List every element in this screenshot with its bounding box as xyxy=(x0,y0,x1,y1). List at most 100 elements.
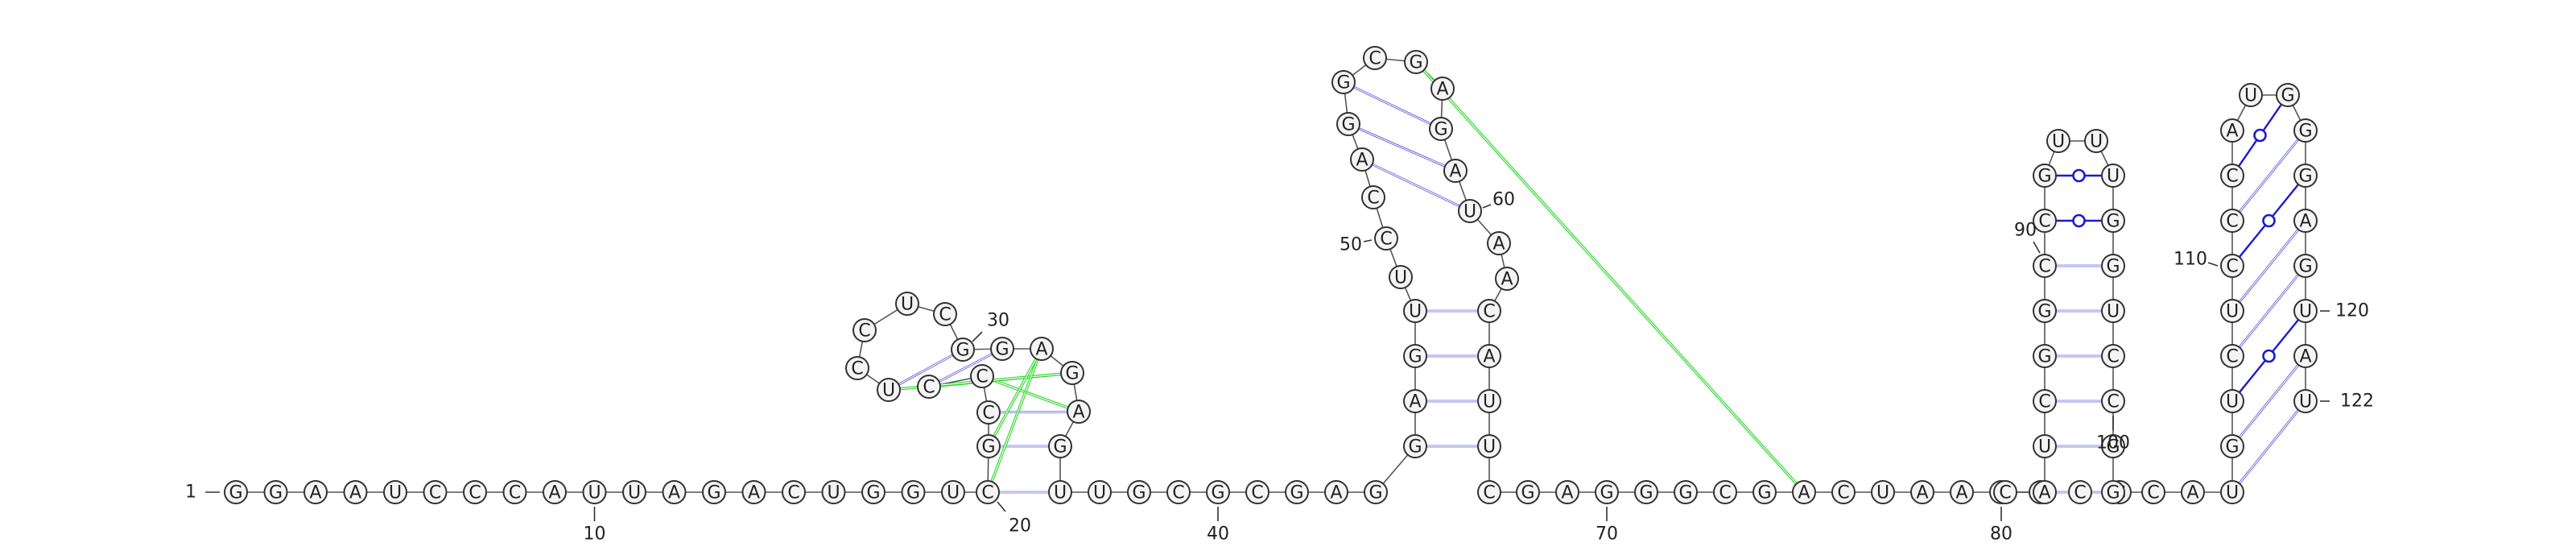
nucleotide: G xyxy=(702,480,726,504)
nucleotide-letter: G xyxy=(1065,364,1079,384)
nucleotide: G xyxy=(1364,480,1388,504)
pos-label-20: 20 xyxy=(1009,516,1031,536)
nucleotide-circle xyxy=(343,480,368,504)
nucleotide-letter: A xyxy=(2186,483,2198,503)
nucleotide-circle xyxy=(1403,299,1427,323)
nucleotide: C xyxy=(933,302,957,326)
nucleotide-circle xyxy=(1477,480,1501,504)
nucleotide-circle xyxy=(1336,112,1360,136)
nucleotide-circle xyxy=(895,292,919,316)
canonical-pair-inner xyxy=(1348,123,1456,172)
nucleotide-circle xyxy=(463,480,487,504)
nucleotide-letter: C xyxy=(2226,257,2238,277)
wobble-pair-marker xyxy=(2262,213,2276,228)
nucleotide-letter: C xyxy=(1483,302,1495,322)
nucleotide-letter: G xyxy=(2106,212,2120,232)
nucleotide: U xyxy=(2293,389,2318,413)
nucleotide-letter: C xyxy=(939,305,951,325)
nucleotide: A xyxy=(1067,400,1091,424)
nucleotide-circle xyxy=(1404,50,1428,74)
nucleotide-circle xyxy=(2068,480,2092,504)
nucleotide-circle xyxy=(2239,83,2263,107)
nucleotide-circle xyxy=(2033,164,2057,188)
nucleotide-circle xyxy=(2293,389,2318,413)
nucleotide: C xyxy=(2033,389,2057,413)
nucleotide-letter: C xyxy=(2038,257,2050,277)
nucleotide-letter: G xyxy=(1368,483,1382,503)
nucleotide-circle xyxy=(383,480,407,504)
nucleotide-letter: C xyxy=(1837,483,1849,503)
nucleotide: G xyxy=(1516,480,1540,504)
nucleotide: G xyxy=(2101,480,2125,504)
nucleotide-circle xyxy=(1364,480,1388,504)
nucleotide: U xyxy=(2033,434,2057,458)
nucleotide: G xyxy=(2293,118,2318,143)
nucleotide: C xyxy=(1831,480,1856,504)
nucleotide-circle xyxy=(741,480,766,504)
pos-label-10: 10 xyxy=(584,524,606,545)
nucleotide-circle xyxy=(1634,480,1658,504)
nucleotide-letter: C xyxy=(509,483,521,503)
pos-label-120: 120 xyxy=(2335,301,2369,321)
nucleotide-circle xyxy=(1363,46,1387,70)
nucleotide-circle xyxy=(2101,480,2125,504)
nucleotide-letter: A xyxy=(1561,483,1573,503)
nucleotide-circle xyxy=(976,400,1001,425)
nucleotide: U xyxy=(2220,299,2244,323)
nucleotide-circle xyxy=(2101,299,2125,323)
nucleotide-circle xyxy=(2293,118,2318,143)
nucleotide-circle xyxy=(502,480,527,504)
nucleotide: C xyxy=(2101,389,2125,413)
nucleotide-circle xyxy=(1495,267,1519,291)
nucleotide-letter: C xyxy=(982,404,994,424)
nucleotide: A xyxy=(1950,480,1974,504)
nucleotide: C xyxy=(1245,480,1269,504)
position-tick xyxy=(2207,262,2219,267)
nucleotide-circle xyxy=(976,434,1001,458)
nucleotide-letter: G xyxy=(707,483,720,503)
nucleotide-letter: U xyxy=(1876,483,1889,503)
nucleotide-circle xyxy=(2220,209,2244,233)
position-tick xyxy=(1482,204,1492,209)
pos-label-50: 50 xyxy=(1340,235,1362,255)
pseudoknot-pair-inner xyxy=(981,375,1080,412)
nucleotide-circle xyxy=(2220,434,2244,458)
nucleotide-letter: G xyxy=(1600,483,1613,503)
nucleotide-circle xyxy=(2276,83,2300,107)
nucleotide-letter: U xyxy=(1054,483,1067,503)
nucleotide-letter: U xyxy=(2052,132,2065,152)
nucleotide: G xyxy=(1048,434,1072,458)
nucleotide: C xyxy=(2220,254,2244,278)
nucleotide-circle xyxy=(1910,480,1934,504)
nucleotide: U xyxy=(2239,83,2263,107)
nucleotide: C xyxy=(845,356,869,380)
pos-label-70: 70 xyxy=(1596,524,1618,545)
nucleotide-circle xyxy=(1993,480,2017,504)
nucleotide: C xyxy=(2033,209,2057,233)
nucleotide-circle xyxy=(941,480,965,504)
nucleotide-circle xyxy=(622,480,646,504)
nucleotide-letter: A xyxy=(1483,347,1495,367)
nucleotide-letter: G xyxy=(2106,437,2120,458)
nucleotide-letter: G xyxy=(956,341,969,361)
nucleotide-letter: G xyxy=(2225,437,2239,458)
nucleotide-letter: U xyxy=(1463,202,1476,222)
nucleotide-letter: C xyxy=(858,321,870,342)
nucleotide-letter: G xyxy=(229,483,242,503)
nucleotide: G xyxy=(2293,164,2318,188)
nucleotide: G xyxy=(1331,70,1356,94)
nucleotide: G xyxy=(1752,480,1777,504)
canonical-pair-inner xyxy=(928,348,1003,387)
nucleotide-circle xyxy=(1088,480,1112,504)
nucleotide-letter: U xyxy=(1483,392,1496,412)
nucleotide-circle xyxy=(1516,480,1540,504)
nucleotide-letter: G xyxy=(995,340,1009,360)
pos-label-90: 90 xyxy=(2014,221,2037,241)
nucleotide: G xyxy=(1060,361,1084,385)
nucleotide: G xyxy=(1206,480,1230,504)
nucleotide-letter: G xyxy=(2037,347,2051,367)
nucleotide-circle xyxy=(845,356,869,380)
position-tick xyxy=(2033,241,2041,254)
nucleotide-letter: C xyxy=(1172,483,1184,503)
